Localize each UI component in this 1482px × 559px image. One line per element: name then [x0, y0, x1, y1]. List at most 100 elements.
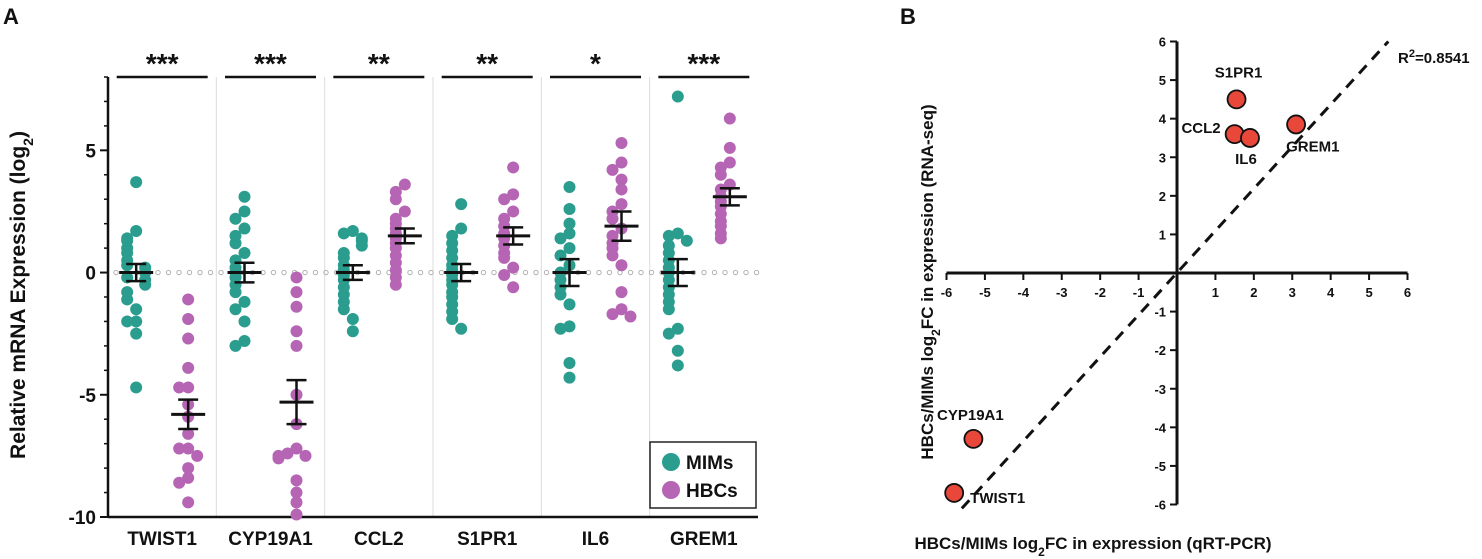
- hbcs-point: [615, 259, 628, 272]
- mims-point: [662, 303, 675, 316]
- y-tick-label: 5: [85, 141, 96, 162]
- x-tick-label: -5: [979, 285, 991, 300]
- zero-reference-dot: [522, 269, 529, 276]
- hbcs-point: [615, 137, 628, 149]
- hbcs-point: [606, 249, 619, 262]
- hbcs-point: [389, 278, 402, 291]
- zero-reference-dot: [648, 269, 655, 276]
- mims-point: [563, 203, 576, 215]
- zero-reference-dot: [533, 269, 539, 276]
- mims-point: [671, 90, 684, 103]
- hbcs-point: [191, 449, 204, 462]
- category-label: GREM1: [670, 529, 738, 550]
- mims-point: [680, 234, 693, 247]
- hbcs-point: [290, 486, 303, 499]
- hbcs-point: [606, 163, 619, 176]
- hbcs-point: [398, 178, 411, 191]
- gene-point: [1226, 89, 1247, 110]
- hbcs-point: [507, 205, 520, 218]
- gene-label: GREM1: [1286, 138, 1339, 155]
- hbcs-point: [182, 361, 195, 374]
- zero-reference-dot: [165, 269, 172, 276]
- mims-point: [662, 229, 675, 242]
- hbcs-point: [723, 112, 736, 125]
- y-tick-label: 2: [1159, 189, 1166, 204]
- gene-label: S1PR1: [1215, 64, 1263, 81]
- mims-point: [229, 286, 242, 299]
- y-tick-label: 1: [1159, 227, 1166, 242]
- x-tick-label: 6: [1404, 285, 1411, 300]
- mims-point: [563, 217, 576, 230]
- y-tick-label: -3: [1154, 382, 1166, 397]
- y-tick-label: -6: [1154, 498, 1166, 513]
- x-tick-label: -3: [1056, 285, 1068, 300]
- hbcs-point: [507, 281, 520, 294]
- hbcs-point: [173, 476, 186, 489]
- zero-reference-dot: [428, 269, 434, 276]
- legend-mims-marker: [662, 453, 680, 471]
- hbcs-point: [182, 427, 195, 440]
- y-tick-label: -2: [1154, 343, 1166, 358]
- mims-point: [346, 313, 359, 325]
- mims-point: [229, 237, 242, 250]
- zero-reference-dot: [638, 269, 644, 276]
- category-label: TWIST1: [127, 529, 197, 550]
- hbcs-point: [615, 286, 628, 299]
- x-tick-label: 1: [1212, 285, 1219, 300]
- mims-point: [238, 335, 251, 347]
- x-tick-label: -4: [1018, 285, 1030, 300]
- zero-reference-dot: [270, 269, 277, 276]
- mims-point: [238, 315, 251, 328]
- mims-point: [662, 327, 675, 340]
- regression-line: [960, 40, 1390, 510]
- y-tick-label: 5: [1159, 73, 1166, 88]
- zero-reference-dot: [753, 269, 760, 276]
- mims-point: [554, 288, 567, 301]
- zero-reference-dot: [743, 269, 749, 276]
- mims-point: [346, 225, 359, 237]
- category-label: S1PR1: [457, 529, 518, 550]
- panel-b-y-axis-label: HBCs/MIMs log2FC in expression (RNA-seq): [918, 104, 943, 459]
- zero-reference-dot: [197, 269, 203, 276]
- mims-point: [563, 227, 576, 240]
- zero-reference-dot: [722, 269, 728, 276]
- mims-point: [337, 227, 350, 240]
- hbcs-point: [299, 449, 312, 462]
- hbcs-point: [173, 381, 186, 394]
- category-label: CCL2: [354, 529, 404, 550]
- mims-point: [238, 295, 251, 308]
- hbcs-point: [182, 293, 195, 306]
- zero-reference-dot: [701, 269, 707, 276]
- gene-point: [963, 429, 984, 449]
- panel-b-x-axis-label: HBCs/MIMs log2FC in expression (qRT-PCR): [914, 534, 1271, 559]
- mims-point: [130, 225, 143, 237]
- zero-reference-dot: [281, 269, 287, 276]
- hbcs-point: [398, 205, 411, 218]
- mims-point: [671, 227, 684, 240]
- panel-b-label: B: [900, 4, 916, 29]
- hbcs-point: [498, 269, 511, 281]
- r-squared-annotation: R2=0.8541: [1398, 48, 1470, 67]
- y-tick-label: -1: [1154, 305, 1166, 320]
- hbcs-point: [615, 156, 628, 169]
- y-tick-label: -5: [1154, 459, 1166, 474]
- zero-reference-dot: [491, 269, 497, 276]
- mims-point: [671, 344, 684, 357]
- legend-hbcs-label: HBCs: [686, 481, 738, 502]
- hbcs-point: [182, 381, 195, 394]
- hbcs-point: [615, 173, 628, 186]
- y-tick-label: 0: [85, 264, 96, 285]
- hbcs-point: [182, 442, 195, 455]
- hbcs-point: [182, 462, 195, 475]
- zero-reference-dot: [207, 269, 214, 276]
- y-tick-label: -4: [1154, 420, 1166, 435]
- hbcs-point: [290, 325, 303, 338]
- y-tick-label: 4: [1159, 112, 1167, 127]
- zero-reference-dot: [606, 269, 613, 276]
- zero-reference-dot: [113, 269, 119, 276]
- gene-label: TWIST1: [970, 490, 1025, 507]
- zero-reference-dot: [218, 269, 224, 276]
- zero-reference-dot: [585, 269, 592, 276]
- panel-a-legend: MIMs HBCs: [649, 441, 757, 509]
- mims-point: [455, 222, 468, 235]
